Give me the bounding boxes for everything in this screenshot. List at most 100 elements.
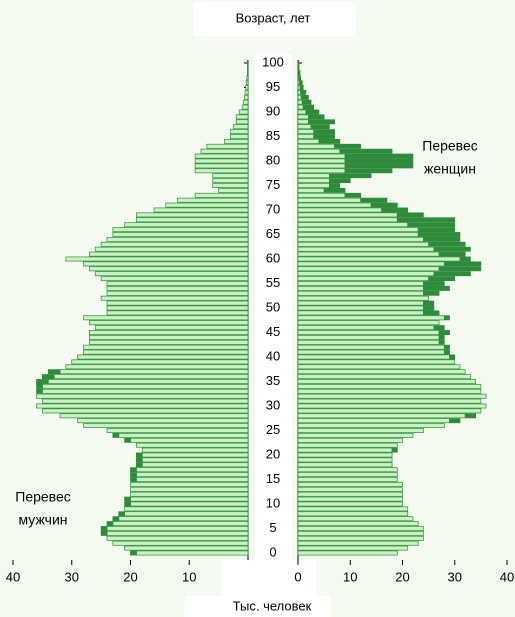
excess-bar (449, 354, 456, 360)
x-axis-label: Тыс. человек (233, 598, 312, 613)
bar (297, 227, 419, 233)
bar (194, 192, 249, 198)
excess-bar (136, 452, 143, 458)
bar (106, 290, 249, 296)
bar (297, 89, 301, 95)
excess-bar (300, 89, 307, 95)
bar (297, 178, 330, 184)
excess-bar (300, 94, 309, 100)
bar (130, 491, 249, 497)
excess-bar (344, 168, 393, 174)
bar (124, 545, 249, 551)
excess-bar (136, 462, 143, 468)
excess-bar (370, 202, 398, 208)
excess-bar (299, 85, 304, 90)
bar (89, 339, 249, 345)
bar (297, 403, 487, 409)
bar (297, 379, 476, 384)
bar (297, 535, 424, 541)
bar (194, 153, 249, 159)
bar (245, 80, 249, 86)
excess-bar (130, 477, 137, 482)
excess-bar (423, 281, 445, 286)
bar (297, 183, 330, 188)
bar (118, 516, 249, 522)
bar (297, 550, 398, 556)
bar (297, 212, 398, 218)
bar (297, 305, 424, 311)
bar (212, 178, 249, 184)
bar (297, 129, 315, 135)
excess-bar (423, 310, 440, 316)
excess-bar (329, 173, 372, 179)
bar (297, 207, 382, 213)
bar (297, 501, 403, 507)
bar (297, 486, 403, 492)
bar (297, 114, 309, 120)
bar (83, 423, 249, 429)
excess-bar (42, 374, 55, 380)
bar (106, 305, 249, 311)
excess-bar (443, 261, 482, 267)
excess-bar (36, 379, 49, 384)
x-tick-label: 30 (65, 569, 79, 584)
bar (297, 511, 409, 517)
bar (297, 99, 303, 105)
bar (235, 114, 249, 120)
bar (124, 222, 249, 228)
y-tick-label: 75 (266, 177, 280, 192)
bar (297, 477, 398, 482)
bar (89, 334, 249, 340)
excess-bar (428, 276, 456, 282)
excess-bar (313, 129, 335, 135)
bar (297, 447, 393, 453)
excess-bar (323, 187, 346, 193)
bar (297, 222, 409, 228)
y-tick-label: 80 (266, 152, 280, 167)
excess-bar (112, 516, 120, 522)
excess-bar (344, 158, 414, 164)
bar (246, 75, 249, 81)
bar (112, 521, 249, 527)
bar (297, 124, 312, 130)
bar (106, 530, 249, 536)
bar (297, 530, 424, 536)
bar (106, 281, 249, 286)
bar (297, 526, 424, 531)
bar (83, 344, 249, 350)
bar (297, 325, 435, 331)
excess-bar (130, 472, 137, 478)
y-tick-label: 65 (266, 226, 280, 241)
bar (297, 388, 482, 394)
bar (297, 467, 398, 473)
bar (59, 369, 249, 375)
bar (141, 447, 249, 453)
bar (238, 109, 249, 115)
bar (106, 535, 249, 541)
bar (89, 266, 249, 272)
y-tick-label: 5 (269, 520, 276, 535)
y-tick-label: 70 (266, 201, 280, 216)
excess-bar (100, 526, 108, 531)
bar (297, 383, 482, 389)
bar (106, 285, 249, 291)
bar (36, 403, 249, 409)
excess-bar (423, 300, 435, 306)
bar (297, 545, 409, 551)
excess-bar (344, 192, 362, 198)
y-tick-label: 30 (266, 397, 280, 412)
bar (297, 246, 435, 252)
bar (53, 374, 249, 380)
bar (165, 202, 249, 208)
bar (297, 104, 304, 110)
bar (232, 124, 249, 130)
bar (297, 374, 471, 380)
excess-bar (124, 437, 131, 443)
bar (297, 256, 461, 262)
bar (297, 413, 466, 419)
y-tick-label: 25 (266, 422, 280, 437)
bar (77, 418, 249, 424)
bar (212, 173, 249, 179)
excess-bar (124, 501, 131, 507)
excess-bar (298, 60, 300, 66)
